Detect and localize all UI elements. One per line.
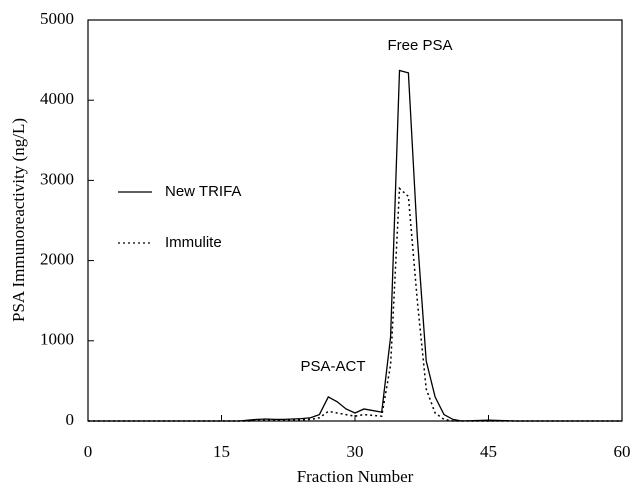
y-tick-label: 4000 (40, 89, 74, 108)
x-tick-label: 60 (614, 442, 631, 461)
y-tick-label: 5000 (40, 9, 74, 28)
x-tick-label: 15 (213, 442, 230, 461)
y-tick-label: 3000 (40, 169, 74, 188)
y-axis-label: PSA Immunoreactivity (ng/L) (9, 118, 28, 322)
series-line (88, 69, 622, 422)
x-tick-label: 30 (347, 442, 364, 461)
y-tick-label: 2000 (40, 250, 74, 269)
series-line (88, 186, 622, 422)
annotation: PSA-ACT (300, 358, 365, 375)
y-tick-label: 1000 (40, 330, 74, 349)
x-tick-label: 45 (480, 442, 497, 461)
legend-label: New TRIFA (165, 183, 241, 200)
x-tick-label: 0 (84, 442, 93, 461)
annotation: Free PSA (387, 37, 452, 54)
y-tick-label: 0 (66, 410, 75, 429)
x-axis-label: Fraction Number (297, 467, 414, 486)
legend-label: Immulite (165, 234, 222, 251)
